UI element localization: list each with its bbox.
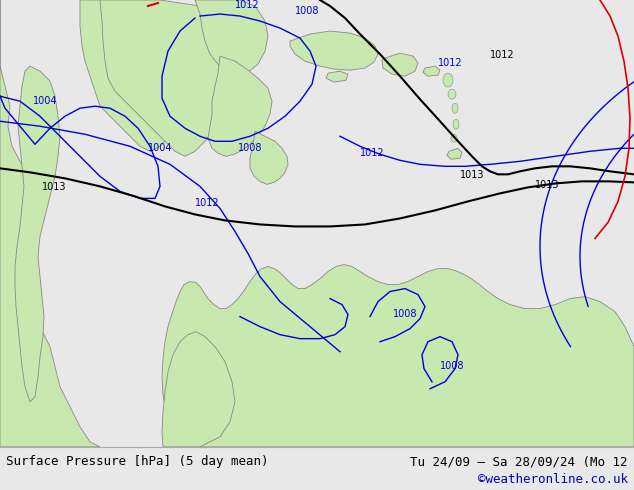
Polygon shape bbox=[451, 134, 457, 142]
Text: ©weatheronline.co.uk: ©weatheronline.co.uk bbox=[478, 473, 628, 487]
Polygon shape bbox=[162, 265, 634, 447]
Polygon shape bbox=[162, 332, 235, 447]
Polygon shape bbox=[423, 66, 440, 76]
Polygon shape bbox=[100, 0, 235, 156]
Text: 1004: 1004 bbox=[33, 96, 57, 106]
Polygon shape bbox=[448, 89, 456, 99]
Polygon shape bbox=[80, 0, 195, 151]
Polygon shape bbox=[208, 56, 272, 156]
Text: 1012: 1012 bbox=[360, 148, 385, 158]
Text: 1012: 1012 bbox=[490, 50, 515, 60]
Text: 1012: 1012 bbox=[438, 58, 463, 68]
Text: 1008: 1008 bbox=[393, 309, 418, 318]
Polygon shape bbox=[326, 71, 348, 82]
Polygon shape bbox=[290, 31, 378, 70]
Polygon shape bbox=[452, 103, 458, 113]
Polygon shape bbox=[453, 119, 459, 129]
Text: 1013: 1013 bbox=[460, 171, 484, 180]
Text: 1004: 1004 bbox=[148, 143, 172, 153]
Polygon shape bbox=[443, 73, 453, 87]
Polygon shape bbox=[195, 0, 268, 74]
Polygon shape bbox=[15, 66, 60, 402]
Text: 1008: 1008 bbox=[295, 6, 320, 16]
Text: 1013: 1013 bbox=[42, 182, 67, 193]
Polygon shape bbox=[250, 131, 288, 184]
Text: Tu 24/09 – Sa 28/09/24 (Mo 12: Tu 24/09 – Sa 28/09/24 (Mo 12 bbox=[410, 455, 628, 468]
Text: 1008: 1008 bbox=[238, 143, 262, 153]
Text: 1013: 1013 bbox=[535, 180, 559, 191]
Polygon shape bbox=[0, 0, 100, 447]
Text: 1012: 1012 bbox=[195, 198, 219, 208]
Text: 1008: 1008 bbox=[440, 361, 465, 371]
Polygon shape bbox=[382, 53, 418, 76]
Text: 1012: 1012 bbox=[235, 0, 260, 10]
Polygon shape bbox=[447, 148, 462, 159]
Text: Surface Pressure [hPa] (5 day mean): Surface Pressure [hPa] (5 day mean) bbox=[6, 455, 269, 468]
